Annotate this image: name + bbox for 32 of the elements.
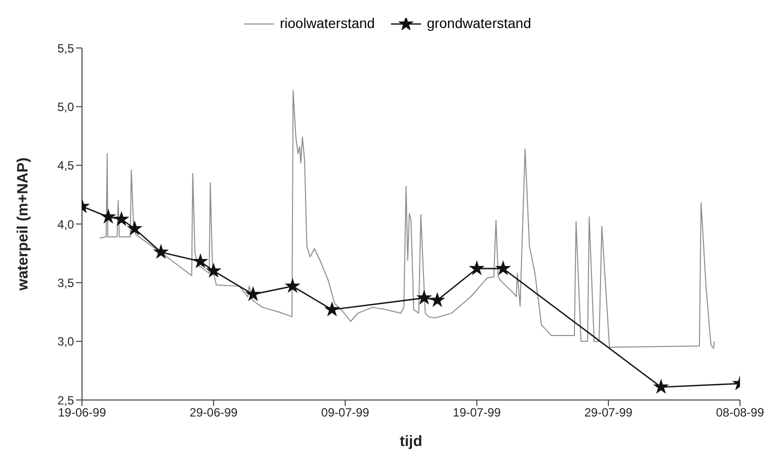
legend-label: grondwaterstand — [426, 15, 532, 31]
y-tick-label: 3,0 — [57, 334, 74, 349]
point — [194, 254, 208, 268]
x-tick-label: 09-07-99 — [321, 406, 370, 420]
point — [206, 264, 220, 277]
point — [128, 222, 142, 235]
point — [325, 302, 339, 316]
y-tick-label: 4,5 — [57, 158, 74, 173]
point — [654, 380, 668, 393]
legend-label: rioolwaterstand — [278, 15, 375, 31]
x-tick-label: 29-07-99 — [584, 406, 633, 420]
point — [430, 293, 444, 306]
point — [286, 279, 300, 292]
line-series — [99, 90, 715, 349]
x-tick-label: 08-08-99 — [716, 406, 764, 420]
y-tick-label: 2,5 — [57, 393, 74, 408]
point — [246, 287, 260, 300]
point — [417, 290, 432, 304]
point — [154, 244, 168, 258]
x-tick-label: 29-06-99 — [190, 406, 238, 420]
point — [101, 210, 116, 223]
y-tick-label: 4,0 — [57, 217, 74, 232]
y-tick-label: 3,5 — [57, 276, 74, 290]
y-axis-title: waterpeil (m+NAP) — [14, 158, 32, 292]
point — [496, 261, 510, 274]
y-tick-label: 5,0 — [57, 100, 74, 114]
y-tick-label: 5,5 — [57, 41, 74, 56]
point — [470, 261, 484, 274]
x-tick-label: 19-06-99 — [58, 406, 106, 420]
x-axis-title: tijd — [400, 433, 422, 450]
x-tick-label: 19-07-99 — [452, 406, 502, 420]
point — [114, 212, 128, 226]
